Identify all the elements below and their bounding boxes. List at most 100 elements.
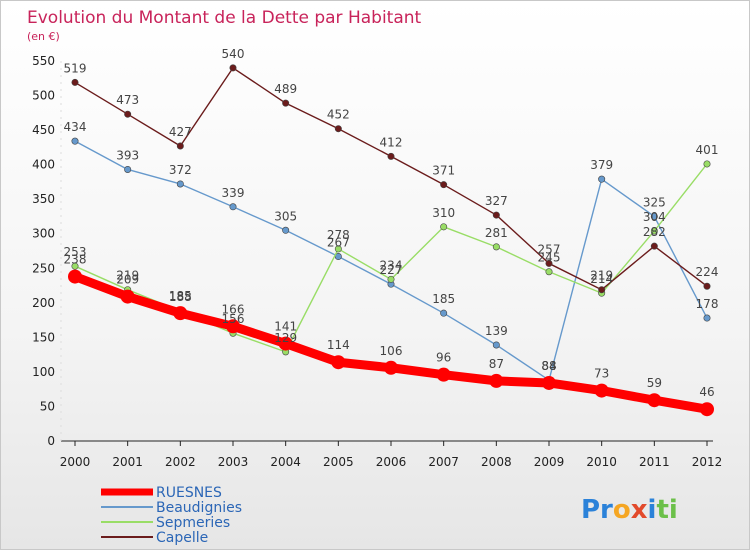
data-label: 282 bbox=[643, 225, 666, 239]
x-tick-label: 2012 bbox=[692, 455, 723, 469]
x-tick-label: 2004 bbox=[270, 455, 301, 469]
data-label: 139 bbox=[485, 324, 508, 338]
data-label: 401 bbox=[696, 143, 719, 157]
data-point bbox=[545, 268, 553, 276]
data-point bbox=[226, 319, 240, 334]
data-label: 393 bbox=[116, 148, 139, 162]
y-tick-label: 350 bbox=[32, 192, 55, 206]
data-label: 166 bbox=[222, 302, 245, 316]
data-label: 227 bbox=[380, 263, 403, 277]
y-tick-label: 150 bbox=[32, 330, 55, 344]
x-tick-label: 2001 bbox=[112, 455, 143, 469]
data-point bbox=[384, 360, 398, 375]
data-label: 540 bbox=[222, 47, 245, 61]
data-point bbox=[542, 375, 556, 390]
data-label: 427 bbox=[169, 125, 192, 139]
y-tick-label: 500 bbox=[32, 89, 55, 103]
logo-part: x bbox=[631, 495, 648, 525]
data-label: 473 bbox=[116, 93, 139, 107]
data-label: 238 bbox=[64, 253, 87, 267]
data-point bbox=[440, 223, 448, 231]
data-point bbox=[598, 175, 606, 183]
data-point bbox=[124, 165, 132, 173]
y-tick-label: 550 bbox=[32, 54, 55, 68]
data-label: 73 bbox=[594, 367, 609, 381]
data-point bbox=[492, 341, 500, 349]
data-label: 304 bbox=[643, 210, 666, 224]
data-label: 219 bbox=[116, 269, 139, 283]
data-point bbox=[68, 269, 82, 284]
data-label: 114 bbox=[327, 338, 350, 352]
data-point bbox=[598, 286, 606, 294]
data-label: 178 bbox=[696, 297, 719, 311]
data-label: 519 bbox=[64, 61, 87, 75]
data-label: 310 bbox=[432, 206, 455, 220]
data-point bbox=[594, 383, 609, 398]
data-point bbox=[71, 137, 79, 145]
data-point bbox=[440, 309, 448, 317]
x-tick-label: 2005 bbox=[323, 455, 354, 469]
data-label: 185 bbox=[169, 289, 192, 303]
data-label: 214 bbox=[590, 272, 613, 286]
data-label: 371 bbox=[432, 164, 455, 178]
data-label: 141 bbox=[274, 320, 297, 334]
data-label: 339 bbox=[222, 186, 245, 200]
data-label: 87 bbox=[489, 357, 504, 371]
data-point bbox=[120, 289, 135, 304]
proxiti-logo: Proxiti bbox=[581, 495, 678, 525]
data-point bbox=[650, 242, 658, 250]
data-label: 257 bbox=[538, 242, 561, 256]
data-point bbox=[282, 226, 290, 234]
data-point bbox=[176, 180, 184, 188]
data-label: 305 bbox=[274, 209, 297, 223]
x-tick-label: 2006 bbox=[376, 455, 407, 469]
data-label: 253 bbox=[64, 245, 87, 259]
data-label: 372 bbox=[169, 163, 192, 177]
data-point bbox=[331, 355, 346, 370]
logo-part: o bbox=[613, 495, 631, 525]
data-point bbox=[176, 142, 184, 150]
legend-label-beaudignies: Beaudignies bbox=[156, 500, 242, 516]
data-label: 278 bbox=[327, 228, 350, 242]
data-label: 379 bbox=[590, 158, 613, 172]
y-tick-label: 400 bbox=[32, 158, 55, 172]
x-tick-label: 2007 bbox=[428, 455, 459, 469]
logo-part: i bbox=[648, 495, 657, 525]
data-label: 188 bbox=[169, 290, 192, 304]
y-tick-label: 50 bbox=[40, 399, 55, 413]
data-label: 84 bbox=[541, 359, 556, 373]
data-label: 106 bbox=[380, 344, 403, 358]
x-tick-label: 2003 bbox=[218, 455, 249, 469]
x-tick-label: 2011 bbox=[639, 455, 670, 469]
data-label: 59 bbox=[647, 376, 662, 390]
data-point bbox=[334, 245, 342, 253]
data-point bbox=[703, 160, 711, 168]
data-point bbox=[492, 211, 500, 219]
data-point bbox=[229, 203, 237, 211]
x-tick-label: 2002 bbox=[165, 455, 196, 469]
data-point bbox=[71, 262, 79, 270]
data-point bbox=[278, 336, 293, 351]
x-tick-label: 2010 bbox=[586, 455, 617, 469]
data-point bbox=[387, 275, 395, 283]
data-label: 224 bbox=[696, 265, 719, 279]
data-point bbox=[124, 110, 132, 118]
data-label: 185 bbox=[432, 292, 455, 306]
data-label: 245 bbox=[538, 251, 561, 265]
data-label: 327 bbox=[485, 194, 508, 208]
data-point bbox=[229, 64, 237, 72]
data-label: 219 bbox=[590, 269, 613, 283]
data-point bbox=[387, 152, 395, 160]
y-tick-label: 450 bbox=[32, 123, 55, 137]
data-point bbox=[703, 282, 711, 290]
data-label: 489 bbox=[274, 82, 297, 96]
data-label: 234 bbox=[380, 258, 403, 272]
data-label: 46 bbox=[699, 385, 714, 399]
data-label: 209 bbox=[116, 273, 139, 287]
x-tick-label: 2008 bbox=[481, 455, 512, 469]
data-label: 156 bbox=[222, 312, 245, 326]
logo-part: ti bbox=[656, 495, 677, 525]
data-point bbox=[334, 125, 342, 133]
